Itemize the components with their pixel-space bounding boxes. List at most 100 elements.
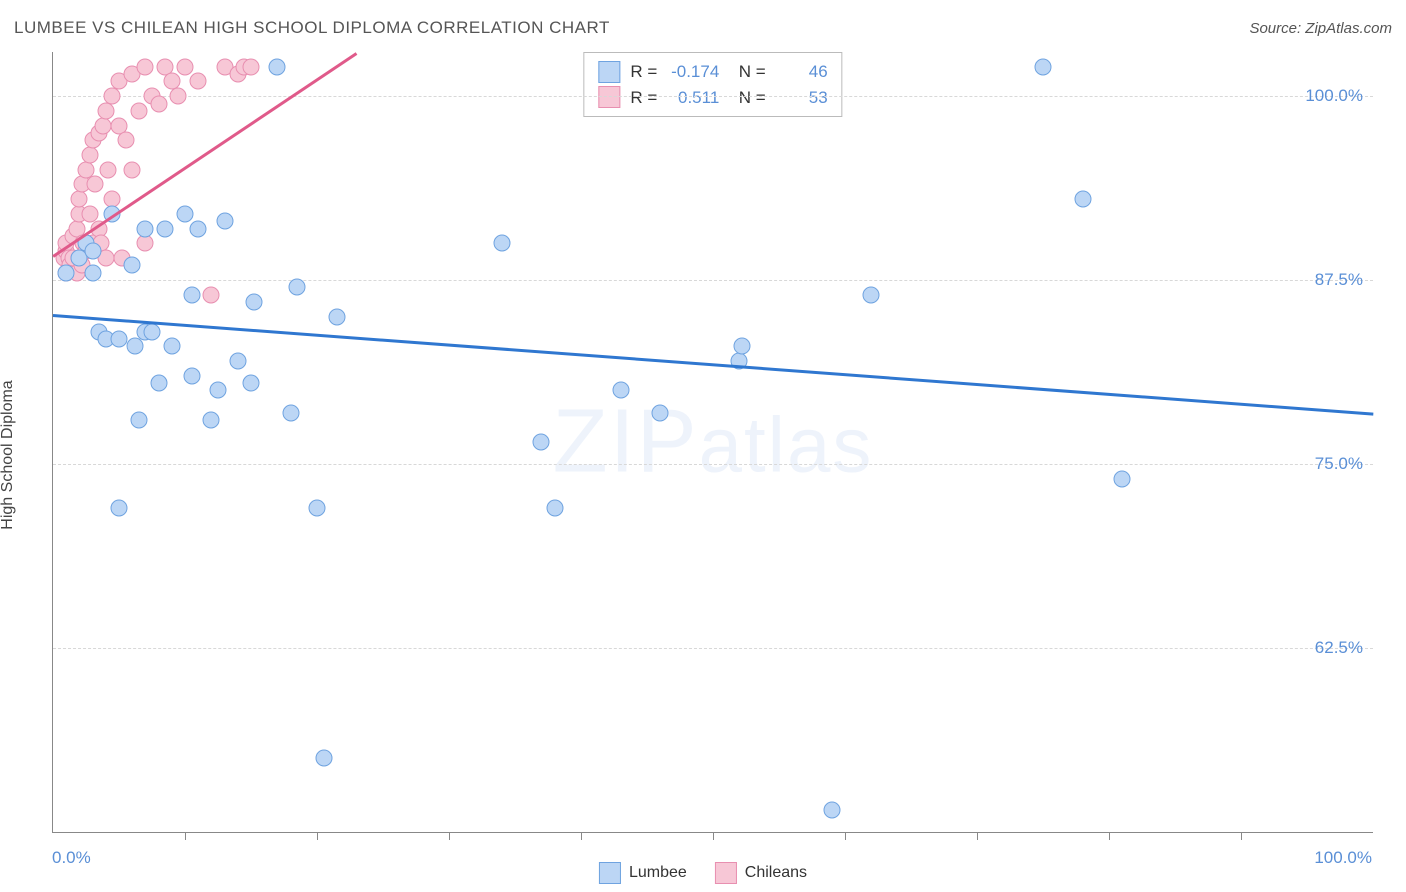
lumbee-point [229,353,246,370]
lumbee-point [612,382,629,399]
lumbee-point [130,411,147,428]
x-tick [713,832,714,840]
x-tick [317,832,318,840]
lumbee-point [183,367,200,384]
source-label: Source: ZipAtlas.com [1249,20,1392,37]
lumbee-point [210,382,227,399]
chart-title: LUMBEE VS CHILEAN HIGH SCHOOL DIPLOMA CO… [14,18,610,38]
lumbee-r-value: -0.174 [667,59,719,85]
chileans-point [243,58,260,75]
lumbee-point [124,257,141,274]
lumbee-point [150,375,167,392]
x-tick [449,832,450,840]
x-min-label: 0.0% [52,848,91,868]
stats-legend-box: R = -0.174 N = 46 R = 0.511 N = 53 [583,52,842,117]
chileans-point [150,95,167,112]
lumbee-point [823,801,840,818]
legend-item-lumbee: Lumbee [599,862,687,884]
chileans-point [190,73,207,90]
lumbee-point [245,294,262,311]
lumbee-legend-label: Lumbee [629,864,687,882]
lumbee-point [734,338,751,355]
y-tick-label: 62.5% [1315,638,1363,658]
stats-row-chileans: R = 0.511 N = 53 [598,85,827,111]
chileans-point [124,161,141,178]
lumbee-point [58,264,75,281]
chileans-point [137,58,154,75]
x-tick [581,832,582,840]
gridline [53,96,1373,97]
lumbee-point [177,205,194,222]
chileans-point [100,161,117,178]
lumbee-point [203,411,220,428]
lumbee-point [282,404,299,421]
lumbee-point [1114,470,1131,487]
watermark: ZIPatlas [553,391,874,494]
lumbee-point [243,375,260,392]
lumbee-point [183,286,200,303]
lumbee-point [1035,58,1052,75]
x-tick [977,832,978,840]
x-tick [1241,832,1242,840]
lumbee-point [144,323,161,340]
y-tick-label: 87.5% [1315,270,1363,290]
lumbee-point [493,235,510,252]
lumbee-swatch-icon [598,61,620,83]
lumbee-point [289,279,306,296]
chileans-point [130,102,147,119]
chileans-point [87,176,104,193]
lumbee-point [163,338,180,355]
lumbee-point [1074,191,1091,208]
chileans-r-value: 0.511 [667,85,719,111]
lumbee-point [126,338,143,355]
lumbee-point [309,500,326,517]
chileans-point [104,88,121,105]
lumbee-point [190,220,207,237]
bottom-legend: Lumbee Chileans [599,862,807,884]
n-label: N = [729,85,765,111]
y-tick-label: 100.0% [1305,86,1363,106]
lumbee-point [216,213,233,230]
r-label: R = [630,59,657,85]
lumbee-trend-line [53,314,1373,415]
chileans-point [137,235,154,252]
chileans-point [95,117,112,134]
n-label: N = [729,59,765,85]
lumbee-point [137,220,154,237]
chileans-point [117,132,134,149]
x-tick [185,832,186,840]
chileans-point [177,58,194,75]
lumbee-point [533,434,550,451]
lumbee-point [863,286,880,303]
lumbee-point [269,58,286,75]
r-label: R = [630,85,657,111]
chileans-point [97,102,114,119]
gridline [53,280,1373,281]
lumbee-point [111,500,128,517]
chileans-point [203,286,220,303]
plot-area: ZIPatlas R = -0.174 N = 46 R = 0.511 N =… [52,52,1373,833]
chileans-point [170,88,187,105]
lumbee-swatch-icon [599,862,621,884]
chileans-swatch-icon [598,86,620,108]
chileans-n-value: 53 [776,85,828,111]
y-tick-label: 75.0% [1315,454,1363,474]
x-tick [1109,832,1110,840]
lumbee-point [315,750,332,767]
legend-item-chileans: Chileans [715,862,807,884]
y-axis-label: High School Diploma [0,380,17,529]
lumbee-point [546,500,563,517]
gridline [53,648,1373,649]
x-max-label: 100.0% [1314,848,1372,868]
chileans-point [71,191,88,208]
lumbee-n-value: 46 [776,59,828,85]
lumbee-point [157,220,174,237]
lumbee-point [111,330,128,347]
chileans-swatch-icon [715,862,737,884]
stats-row-lumbee: R = -0.174 N = 46 [598,59,827,85]
x-tick [845,832,846,840]
lumbee-point [84,264,101,281]
lumbee-point [652,404,669,421]
lumbee-point [84,242,101,259]
chileans-legend-label: Chileans [745,864,807,882]
